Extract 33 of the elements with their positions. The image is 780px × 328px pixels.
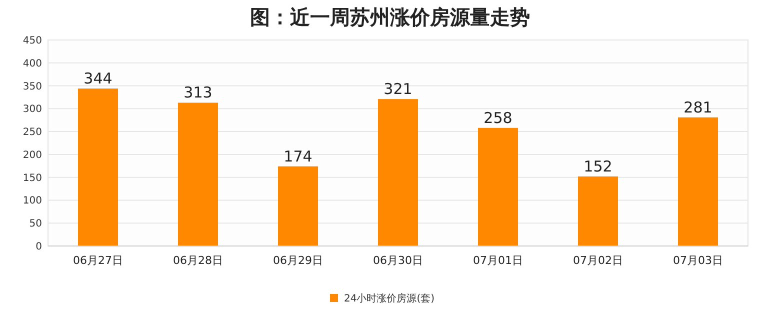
bar <box>78 88 118 246</box>
y-tick-label: 250 <box>22 127 42 138</box>
y-tick-label: 200 <box>22 150 42 161</box>
y-tick-label: 150 <box>22 172 42 184</box>
y-tick-label: 0 <box>36 242 42 252</box>
x-tick-label: 06月29日 <box>273 254 323 267</box>
x-tick-label: 07月01日 <box>473 254 523 267</box>
bar <box>378 99 418 246</box>
data-label: 313 <box>184 84 212 102</box>
bar <box>178 102 218 246</box>
bar <box>278 166 318 246</box>
y-tick-label: 300 <box>22 104 42 116</box>
data-label: 321 <box>384 80 412 98</box>
y-tick-label: 100 <box>22 196 42 207</box>
data-label: 152 <box>584 157 612 176</box>
data-label: 281 <box>684 98 712 116</box>
x-tick-label: 06月27日 <box>73 254 123 267</box>
bar <box>478 128 518 246</box>
data-label: 344 <box>84 70 112 88</box>
x-tick-label: 06月30日 <box>373 254 423 267</box>
y-tick-label: 50 <box>29 218 42 230</box>
y-tick-label: 450 <box>22 36 42 46</box>
x-tick-label: 07月02日 <box>573 254 623 267</box>
bar <box>678 117 718 246</box>
x-tick-label: 06月28日 <box>173 254 223 267</box>
data-label: 174 <box>284 147 312 166</box>
y-tick-label: 400 <box>22 58 42 70</box>
chart-title: 图：近一周苏州涨价房源量走势 <box>250 5 530 29</box>
x-tick-label: 07月03日 <box>673 254 723 267</box>
y-tick-label: 350 <box>22 81 42 92</box>
legend-label: 24小时涨价房源(套) <box>344 292 435 304</box>
bar <box>578 176 618 246</box>
data-label: 258 <box>484 108 512 127</box>
